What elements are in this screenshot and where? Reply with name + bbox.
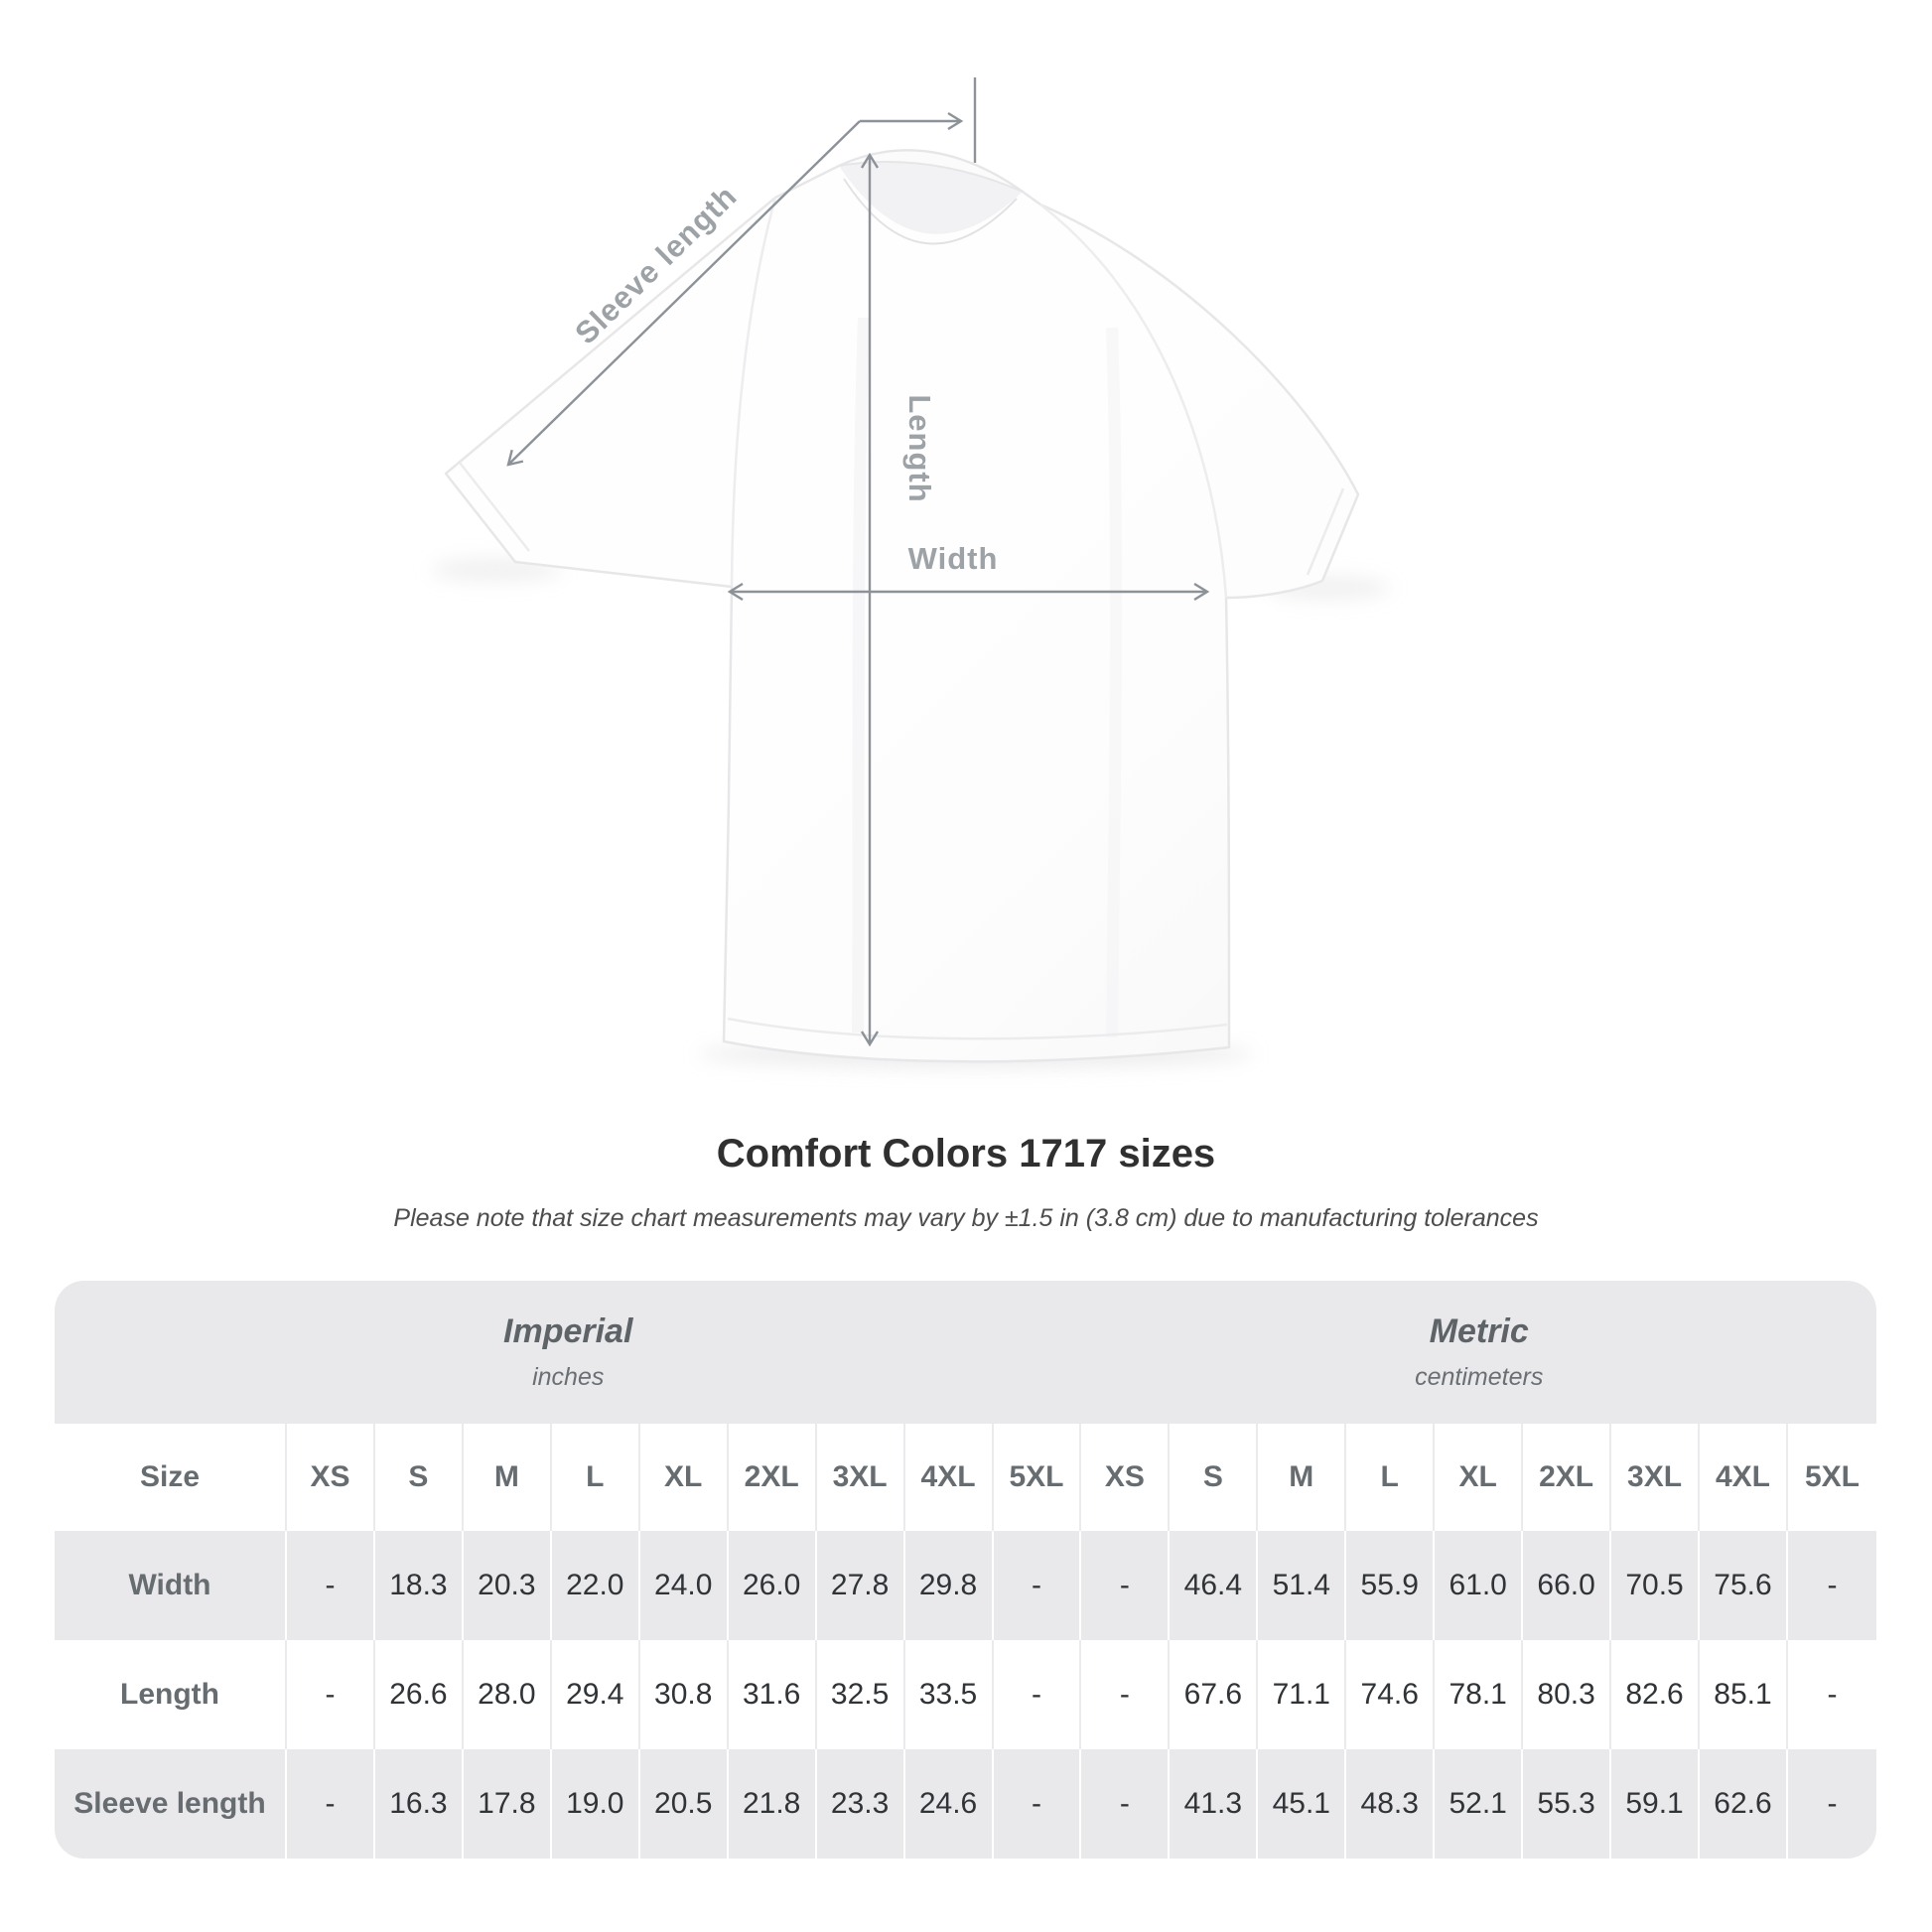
table-cell: -	[287, 1640, 375, 1749]
table-cell: 28.0	[463, 1640, 552, 1749]
table-cell: 21.8	[728, 1749, 817, 1859]
unit-header-row: Imperial inches Metric centimeters	[55, 1281, 1876, 1424]
table-cell: 26.6	[374, 1640, 464, 1749]
width-label: Width	[908, 541, 999, 576]
table-cell: 45.1	[1258, 1749, 1347, 1859]
column-header-4xl-metric: 4XL	[1700, 1424, 1788, 1531]
sleeve-length-arrow	[506, 120, 861, 467]
metric-section-header: Metric centimeters	[1081, 1281, 1876, 1424]
column-header-xl: XL	[639, 1424, 729, 1531]
tshirt-image	[444, 149, 1360, 1063]
table-cell: 62.6	[1700, 1749, 1788, 1859]
table-cell: 75.6	[1700, 1531, 1788, 1640]
column-header-s: S	[374, 1424, 464, 1531]
metric-label: Metric	[1429, 1312, 1529, 1350]
table-cell: 22.0	[551, 1531, 640, 1640]
table-cell: 27.8	[816, 1531, 905, 1640]
table-row-sleeve-length: Sleeve length - 16.3 17.8 19.0 20.5 21.8…	[55, 1749, 1876, 1859]
column-header-5xl: 5XL	[993, 1424, 1082, 1531]
table-cell: 74.6	[1346, 1640, 1436, 1749]
table-cell: 18.3	[374, 1531, 464, 1640]
table-cell: 85.1	[1700, 1640, 1788, 1749]
column-header-m: M	[463, 1424, 552, 1531]
imperial-section-header: Imperial inches	[55, 1281, 1082, 1424]
table-cell: 26.0	[728, 1531, 817, 1640]
table-cell: 16.3	[374, 1749, 464, 1859]
table-cell: 20.5	[639, 1749, 729, 1859]
size-table: Imperial inches Metric centimeters Size …	[55, 1281, 1876, 1859]
table-cell: 24.6	[904, 1749, 994, 1859]
table-cell: 19.0	[551, 1749, 640, 1859]
table-cell: 23.3	[816, 1749, 905, 1859]
table-row-length: Length - 26.6 28.0 29.4 30.8 31.6 32.5 3…	[55, 1640, 1876, 1749]
table-cell: -	[287, 1749, 375, 1859]
table-row-width: Width - 18.3 20.3 22.0 24.0 26.0 27.8 29…	[55, 1531, 1876, 1640]
column-header-3xl: 3XL	[816, 1424, 905, 1531]
column-header-m-metric: M	[1258, 1424, 1347, 1531]
table-cell: -	[993, 1640, 1082, 1749]
table-cell: 24.0	[639, 1531, 729, 1640]
table-cell: -	[1787, 1531, 1876, 1640]
table-cell: 48.3	[1346, 1749, 1436, 1859]
table-cell: 17.8	[463, 1749, 552, 1859]
table-cell: 31.6	[728, 1640, 817, 1749]
table-cell: 46.4	[1170, 1531, 1259, 1640]
table-cell: 61.0	[1435, 1531, 1524, 1640]
column-header-l-metric: L	[1346, 1424, 1436, 1531]
table-cell: -	[1787, 1640, 1876, 1749]
table-cell: 71.1	[1258, 1640, 1347, 1749]
table-cell: 55.3	[1523, 1749, 1612, 1859]
page-subtitle: Please note that size chart measurements…	[393, 1204, 1539, 1232]
row-label-sleeve-length: Sleeve length	[55, 1749, 287, 1859]
column-header-l: L	[551, 1424, 640, 1531]
table-cell: 33.5	[904, 1640, 994, 1749]
page-title: Comfort Colors 1717 sizes	[716, 1132, 1216, 1175]
tshirt-measurement-diagram: Sleeve length Length Width	[431, 77, 1390, 1068]
table-cell: -	[1787, 1749, 1876, 1859]
table-cell: 29.8	[904, 1531, 994, 1640]
table-cell: 51.4	[1258, 1531, 1347, 1640]
column-header-2xl-metric: 2XL	[1523, 1424, 1612, 1531]
column-header-5xl-metric: 5XL	[1787, 1424, 1876, 1531]
table-cell: -	[993, 1531, 1082, 1640]
table-cell: 80.3	[1523, 1640, 1612, 1749]
table-cell: 32.5	[816, 1640, 905, 1749]
table-cell: 30.8	[639, 1640, 729, 1749]
table-cell: -	[1081, 1640, 1171, 1749]
table-cell: 70.5	[1611, 1531, 1700, 1640]
table-cell: 20.3	[463, 1531, 552, 1640]
length-label: Length	[902, 394, 937, 502]
column-header-xs: XS	[287, 1424, 375, 1531]
imperial-sublabel: inches	[532, 1363, 605, 1391]
table-cell: 82.6	[1611, 1640, 1700, 1749]
column-header-2xl: 2XL	[728, 1424, 817, 1531]
column-header-xs-metric: XS	[1081, 1424, 1171, 1531]
column-header-s-metric: S	[1170, 1424, 1259, 1531]
imperial-label: Imperial	[503, 1312, 633, 1350]
column-header-3xl-metric: 3XL	[1611, 1424, 1700, 1531]
table-cell: -	[993, 1749, 1082, 1859]
row-label-width: Width	[55, 1531, 287, 1640]
table-cell: 41.3	[1170, 1749, 1259, 1859]
table-cell: 78.1	[1435, 1640, 1524, 1749]
table-cell: 29.4	[551, 1640, 640, 1749]
table-cell: 66.0	[1523, 1531, 1612, 1640]
table-cell: -	[287, 1531, 375, 1640]
table-cell: -	[1081, 1749, 1171, 1859]
column-header-xl-metric: XL	[1435, 1424, 1524, 1531]
table-cell: -	[1081, 1531, 1171, 1640]
table-cell: 52.1	[1435, 1749, 1524, 1859]
table-cell: 55.9	[1346, 1531, 1436, 1640]
column-header-4xl: 4XL	[904, 1424, 994, 1531]
size-column-header: Size	[55, 1424, 287, 1531]
row-label-length: Length	[55, 1640, 287, 1749]
table-cell: 59.1	[1611, 1749, 1700, 1859]
tshirt-diagram-svg: Sleeve length Length Width	[431, 77, 1390, 1068]
size-header-row: Size XS S M L XL 2XL 3XL 4XL 5XL XS S M …	[55, 1424, 1876, 1531]
table-cell: 67.6	[1170, 1640, 1259, 1749]
metric-sublabel: centimeters	[1415, 1363, 1544, 1391]
